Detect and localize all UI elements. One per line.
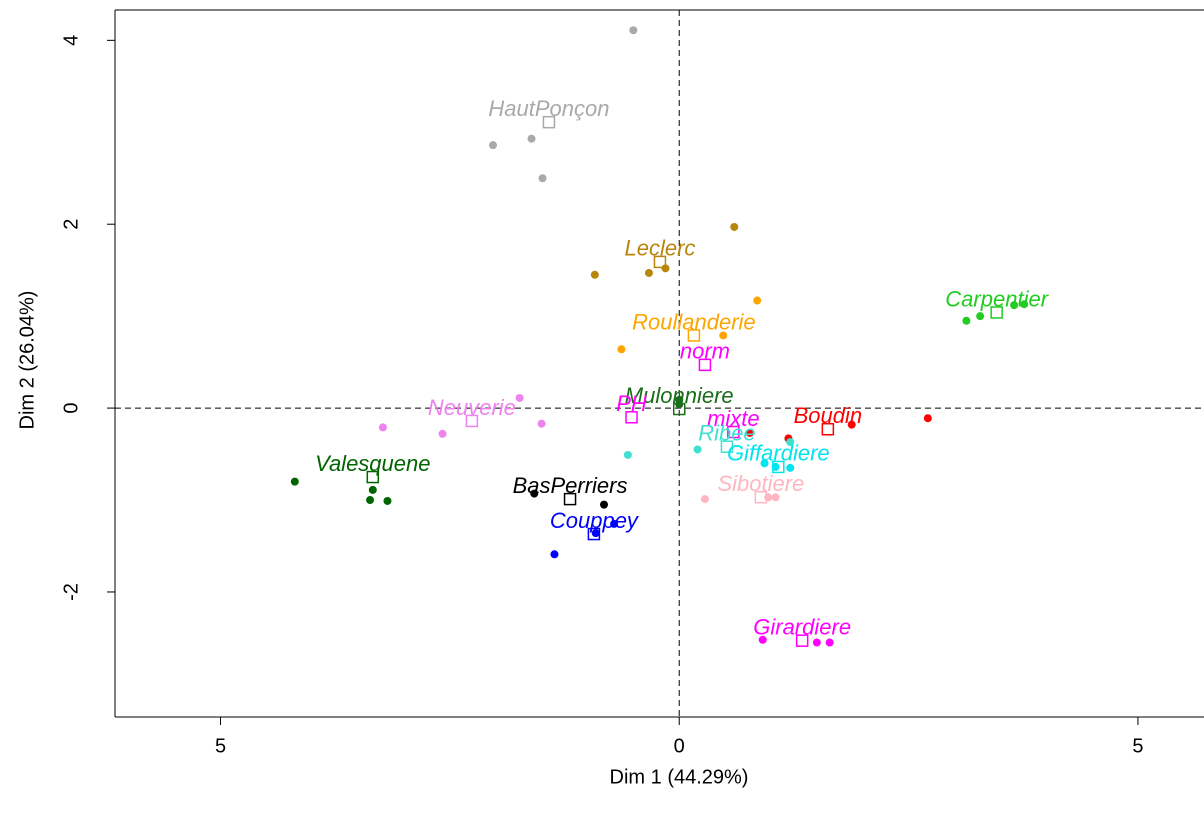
point: [962, 316, 971, 325]
point-label: BasPerriers: [513, 473, 628, 498]
point: [610, 519, 619, 528]
point-label: norm: [680, 339, 730, 364]
point: [847, 420, 856, 429]
point: [675, 400, 684, 409]
center-square: [821, 422, 835, 436]
point: [368, 485, 377, 494]
point: [488, 141, 497, 150]
point: [378, 423, 387, 432]
center-square: [542, 115, 556, 129]
point-label: Roullanderie: [632, 309, 756, 334]
point-label: Boudin: [794, 403, 863, 428]
point-label: Sibotiere: [717, 471, 804, 496]
point: [753, 296, 762, 305]
point: [623, 450, 632, 459]
point: [515, 393, 524, 402]
center-square: [587, 527, 601, 541]
center-square: [698, 358, 712, 372]
point: [530, 489, 539, 498]
center-square: [366, 470, 380, 484]
point-label: Couppey: [550, 508, 640, 533]
point: [1010, 301, 1019, 310]
point-label: mixte: [707, 406, 760, 431]
point: [550, 550, 559, 559]
point: [700, 495, 709, 504]
point-label: Leclerc: [624, 236, 695, 261]
point: [825, 638, 834, 647]
x-tick-label: 5: [215, 735, 226, 757]
center-square: [754, 491, 768, 504]
point-label: Girardiere: [753, 615, 851, 640]
point: [812, 638, 821, 647]
center-square: [990, 306, 1003, 319]
center-square: [772, 460, 785, 474]
center-square: [795, 634, 809, 647]
point: [661, 264, 670, 273]
center-square: [653, 255, 667, 269]
point: [591, 529, 600, 538]
point-label: PH: [616, 391, 647, 416]
y-tick-label: 2: [60, 219, 82, 230]
point: [290, 477, 299, 486]
center-square: [720, 440, 734, 453]
point: [1020, 300, 1029, 309]
point-label: HautPonçon: [488, 96, 609, 121]
point-label: Carpentier: [945, 286, 1049, 311]
center-square: [465, 414, 479, 428]
point-label: Mulonniere: [625, 383, 734, 408]
point: [644, 268, 653, 277]
point: [693, 445, 702, 454]
point: [438, 429, 447, 438]
point-label: Ribee: [698, 421, 755, 446]
point: [617, 345, 626, 354]
x-tick-label: 0: [674, 735, 685, 757]
y-tick-label: -2: [60, 583, 82, 601]
y-tick-label: 4: [60, 35, 82, 46]
point: [786, 438, 795, 447]
point: [758, 635, 767, 644]
point-label: Neuverie: [428, 395, 516, 420]
point: [730, 222, 739, 231]
point: [771, 493, 780, 502]
point: [538, 174, 547, 183]
point: [786, 463, 795, 472]
point: [383, 496, 392, 505]
point: [629, 26, 638, 35]
point-label: Valesquene: [315, 451, 430, 476]
point: [590, 270, 599, 279]
center-square: [625, 411, 638, 424]
point: [976, 312, 985, 321]
center-square: [727, 425, 740, 439]
point: [719, 331, 728, 340]
y-axis-label: Dim 2 (26.04%): [16, 291, 38, 430]
point: [745, 428, 754, 437]
x-tick-label: 5: [1132, 735, 1143, 757]
point: [527, 134, 536, 143]
point: [537, 419, 546, 428]
center-square: [672, 402, 686, 416]
x-axis-label: Dim 1 (44.29%): [610, 766, 749, 788]
y-tick-label: 0: [60, 403, 82, 414]
point: [923, 414, 932, 423]
center-square: [687, 329, 701, 342]
point: [366, 496, 375, 505]
center-square: [563, 492, 577, 506]
point: [599, 500, 608, 509]
point-label: Giffardiere: [727, 441, 830, 466]
point: [760, 459, 769, 468]
